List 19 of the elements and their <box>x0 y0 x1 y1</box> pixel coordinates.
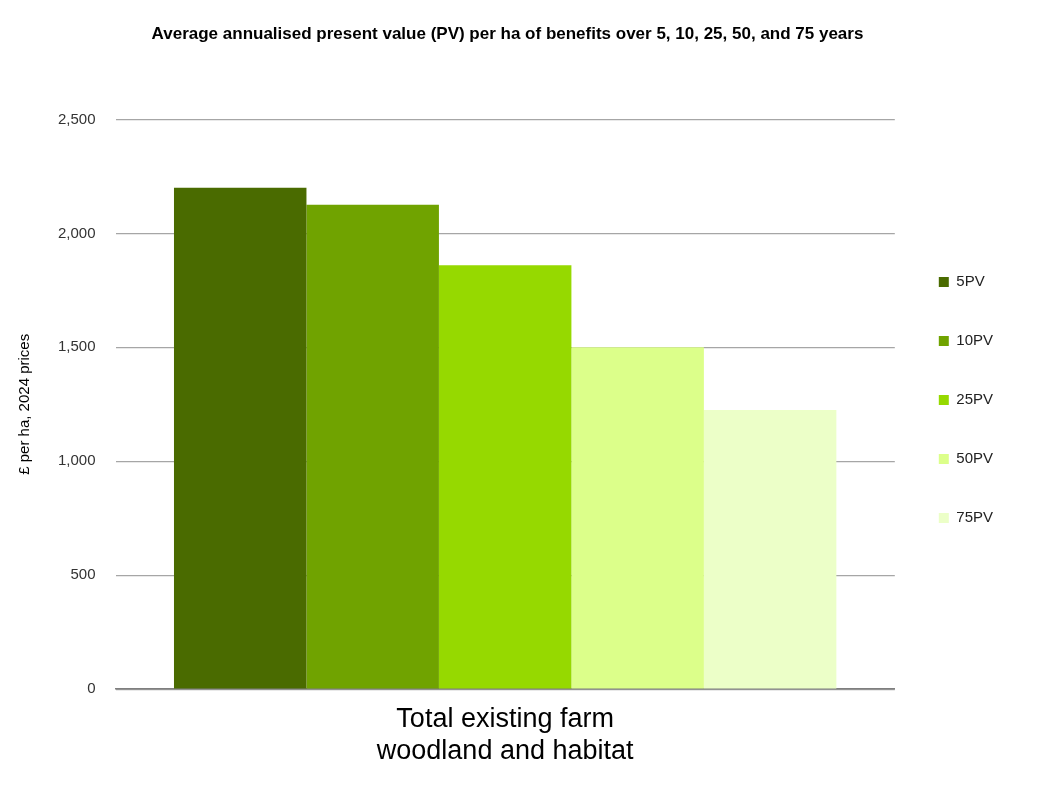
legend-label: 10PV <box>956 331 994 349</box>
y-tick-label: 1,500 <box>57 337 96 355</box>
y-tick-label: 0 <box>87 679 96 697</box>
legend-label: 5PV <box>956 272 985 290</box>
y-tick-label: 500 <box>70 565 96 583</box>
x-tick-label: Total existing farm woodland and habitat <box>375 702 635 766</box>
bar <box>306 204 439 689</box>
y-tick-label: 2,000 <box>57 223 96 241</box>
legend-label: 75PV <box>956 508 994 526</box>
bar <box>438 265 572 689</box>
bar <box>571 347 704 689</box>
y-axis-title: £ per ha, 2024 prices <box>15 333 33 475</box>
y-tick-label: 1,000 <box>57 451 96 469</box>
bar <box>703 410 837 689</box>
y-tick-label: 2,500 <box>57 109 96 127</box>
bar <box>173 187 307 689</box>
chart-title: Average annualised present value (PV) per ha of benefits over 5, 10, 25, 50, and 75 years <box>151 23 864 43</box>
legend-label: 25PV <box>956 390 994 408</box>
legend-label: 50PV <box>956 449 994 467</box>
